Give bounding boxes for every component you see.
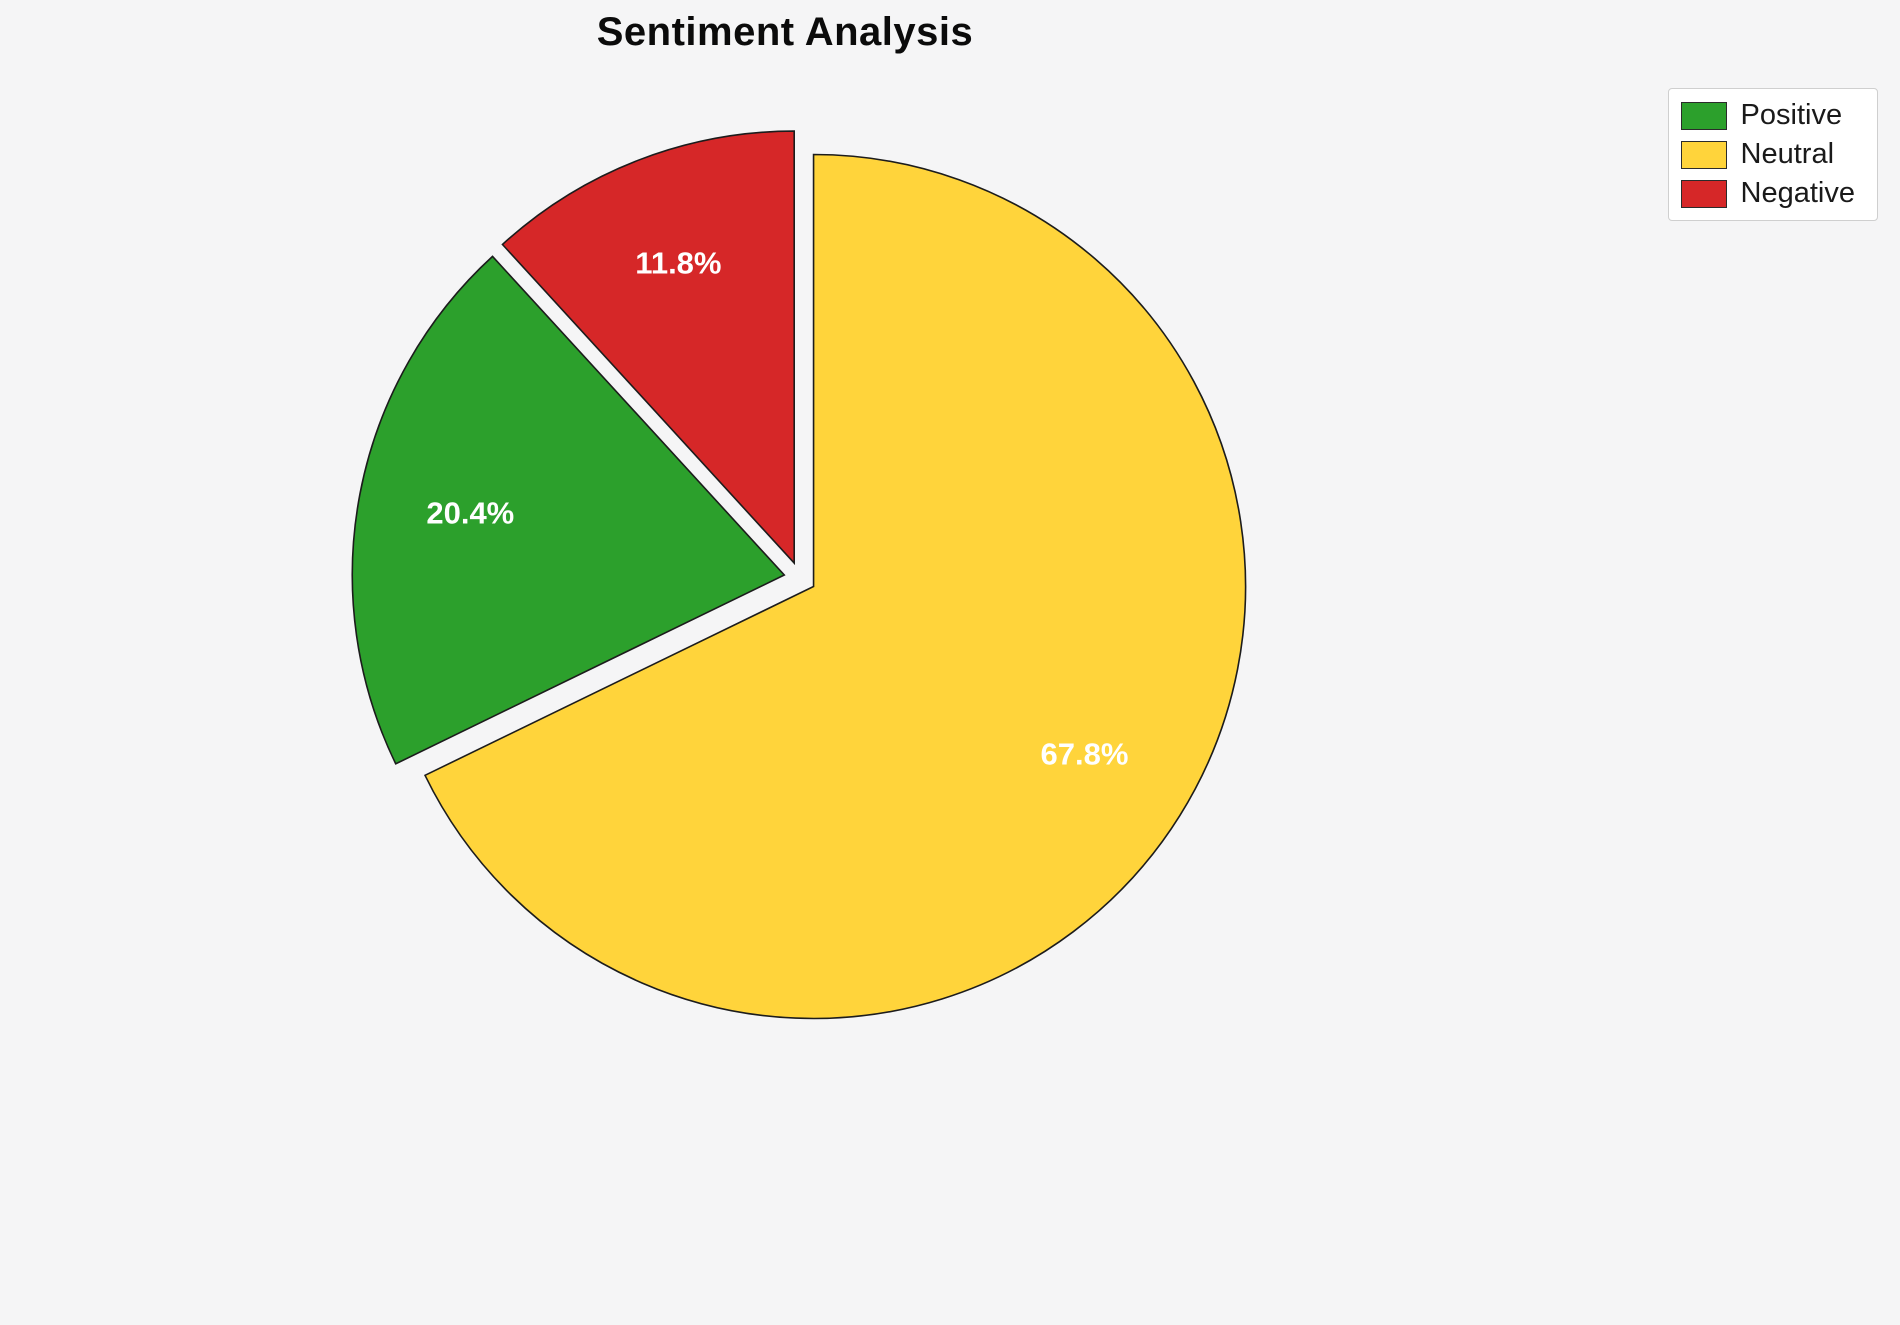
chart-title: Sentiment Analysis [596,10,974,54]
pie-slice-neutral [423,153,1247,1020]
legend-item-negative: Negative [1680,177,1861,209]
legend-item-neutral: Neutral [1680,138,1861,170]
legend-swatch-neutral [1680,140,1727,169]
pie-pct-label-negative: 11.8% [635,245,721,280]
legend-label-negative: Negative [1740,177,1855,209]
pie-slice-positive [351,255,786,765]
legend-swatch-positive [1680,101,1727,130]
legend-label-neutral: Neutral [1740,138,1835,170]
pie-pct-label-neutral: 67.8% [1041,736,1129,771]
legend: Positive Neutral Negative [1667,88,1878,221]
pie-slice-negative [501,130,795,566]
legend-label-positive: Positive [1740,99,1843,131]
pie-pct-label-positive: 20.4% [426,495,514,530]
legend-item-positive: Positive [1680,99,1861,131]
legend-swatch-negative [1680,179,1727,208]
